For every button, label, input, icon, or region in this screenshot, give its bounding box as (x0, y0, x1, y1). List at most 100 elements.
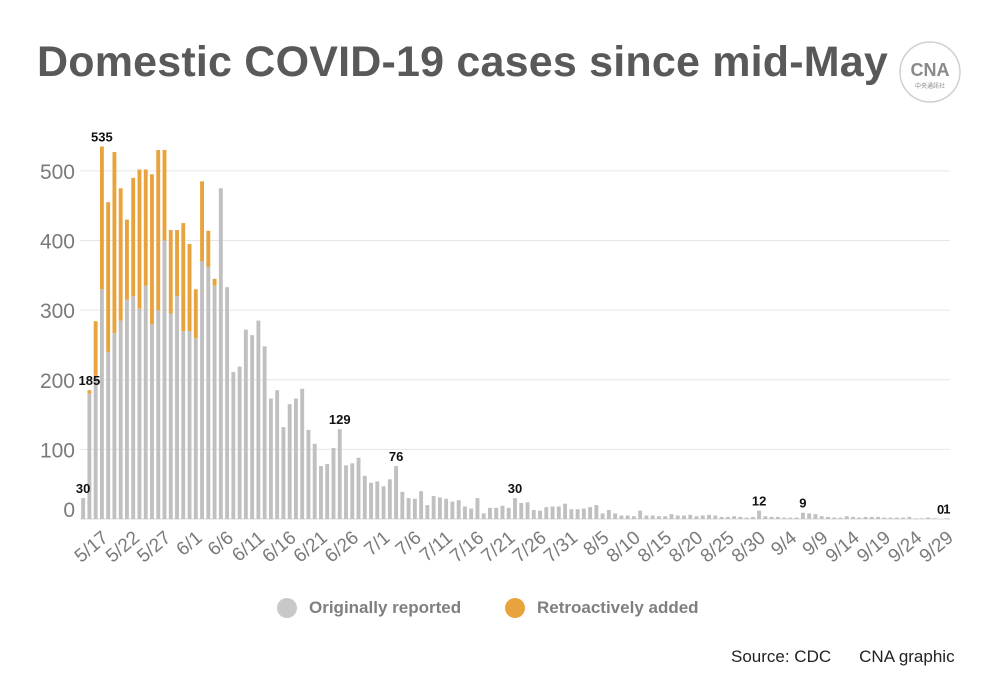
bar-original-97 (688, 514, 693, 519)
bar-original-131 (901, 517, 905, 519)
bar-original-132 (907, 516, 912, 519)
bar-retro-20 (206, 230, 211, 267)
bar-original-80 (581, 508, 586, 519)
gridlines (80, 170, 950, 520)
bar-original-128 (882, 517, 887, 519)
legend-swatch-retro (505, 598, 525, 618)
bar-original-112 (782, 517, 787, 519)
data-label-8: 0 (937, 502, 944, 517)
bar-original-104 (732, 516, 737, 519)
bar-original-59 (450, 501, 455, 519)
source-line: Source: CDC CNA graphic (731, 647, 955, 667)
legend-swatch-original (277, 598, 297, 618)
y-tick-label-0: 0 (63, 499, 75, 522)
bar-original-69 (513, 498, 517, 519)
bar-original-51 (400, 491, 405, 519)
bar-original-28 (256, 320, 261, 519)
x-tick-label-3: 6/1 (173, 527, 207, 560)
bar-original-130 (894, 517, 899, 519)
bar-original-42 (344, 465, 348, 519)
bar-retro-21 (212, 278, 217, 286)
bar-original-46 (369, 482, 373, 519)
bar-original-48 (381, 486, 386, 519)
bar-original-117 (813, 514, 818, 519)
legend-item-original: Originally reported (277, 598, 461, 618)
bar-original-53 (412, 498, 417, 519)
bar-original-93 (663, 516, 668, 519)
bar-original-65 (488, 507, 492, 519)
bar-original-74 (544, 507, 549, 519)
bar-original-62 (469, 508, 474, 519)
bar-retro-6 (118, 188, 123, 321)
bar-original-127 (876, 516, 880, 519)
bar-original-136 (932, 518, 937, 519)
bar-original-76 (556, 506, 561, 519)
data-label-4: 76 (389, 449, 403, 464)
data-label-3: 129 (329, 412, 351, 427)
bar-original-15 (175, 296, 179, 519)
bar-original-30 (268, 398, 273, 519)
bar-original-122 (844, 516, 849, 519)
bar-original-39 (325, 463, 330, 519)
bar-original-6 (118, 320, 123, 519)
bar-original-67 (500, 505, 505, 519)
bar-original-120 (832, 517, 837, 519)
bar-original-25 (237, 366, 242, 519)
bar-original-99 (700, 515, 705, 519)
bar-original-133 (913, 518, 918, 519)
bar-original-57 (437, 497, 442, 519)
bar-original-98 (694, 516, 699, 519)
bar-retro-11 (150, 174, 154, 325)
bar-original-105 (738, 516, 743, 519)
y-tick-label-500: 500 (40, 161, 75, 184)
bar-original-45 (362, 475, 367, 519)
bar-original-4 (106, 351, 111, 519)
x-tick-label-9: 7/1 (361, 527, 395, 560)
data-label-5: 30 (508, 481, 522, 496)
data-label-6: 12 (752, 494, 766, 509)
bar-original-138 (944, 518, 949, 519)
legend-item-retro: Retroactively added (505, 598, 699, 618)
y-tick-label-200: 200 (40, 370, 75, 393)
x-tick-label-21: 8/30 (728, 527, 770, 567)
bar-original-135 (926, 517, 931, 519)
bar-original-55 (425, 505, 430, 519)
bar-original-91 (650, 515, 655, 519)
y-tick-label-400: 400 (40, 231, 75, 254)
bar-original-21 (212, 285, 217, 519)
data-label-9: 1 (943, 501, 950, 516)
bar-original-40 (331, 447, 336, 519)
bar-original-33 (287, 404, 292, 519)
bar-original-108 (757, 510, 762, 519)
bar-original-68 (506, 507, 511, 519)
bars (81, 146, 949, 519)
bar-original-60 (456, 500, 461, 519)
bar-original-87 (625, 515, 630, 519)
bar-original-107 (750, 516, 755, 519)
bar-original-50 (394, 466, 399, 519)
bar-original-35 (300, 388, 305, 519)
bar-retro-19 (200, 181, 204, 262)
bar-retro-1 (87, 390, 92, 394)
bar-original-43 (350, 463, 355, 519)
data-label-0: 30 (76, 481, 90, 496)
bar-retro-15 (175, 230, 179, 297)
bar-original-79 (575, 509, 580, 519)
bar-original-47 (375, 481, 380, 519)
x-tick-label-8: 6/26 (321, 527, 363, 567)
x-tick-label-15: 7/31 (540, 527, 582, 567)
bar-original-102 (719, 516, 724, 519)
bar-original-123 (851, 516, 855, 519)
bar-retro-14 (168, 230, 173, 314)
bar-original-72 (531, 509, 536, 519)
bar-original-24 (231, 372, 236, 519)
bar-original-17 (187, 331, 192, 519)
bar-original-12 (156, 310, 161, 519)
bar-original-101 (713, 515, 718, 519)
bar-original-82 (594, 505, 599, 519)
bar-original-77 (563, 503, 568, 519)
bar-original-121 (838, 517, 843, 519)
bar-original-110 (769, 516, 774, 519)
bar-original-11 (150, 324, 154, 519)
